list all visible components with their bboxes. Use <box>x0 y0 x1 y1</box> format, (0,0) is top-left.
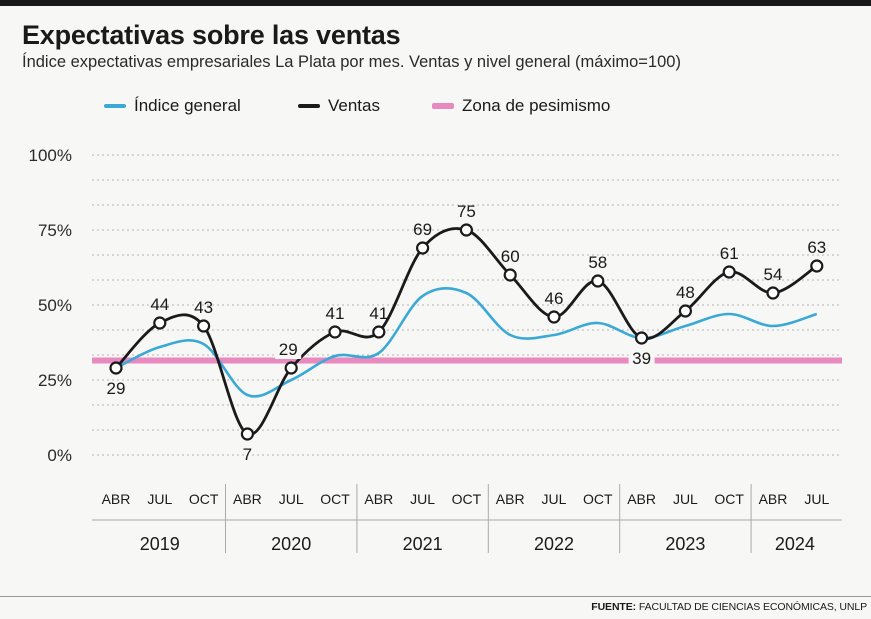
x-tick-label: ABR <box>233 491 262 507</box>
data-label-ventas: 58 <box>588 253 607 272</box>
data-point-ventas <box>766 286 780 300</box>
x-tick-label: JUL <box>542 491 567 507</box>
year-label: 2024 <box>775 534 815 554</box>
data-label-ventas: 29 <box>107 379 126 398</box>
data-point-ventas <box>328 325 342 339</box>
y-tick-label: 0% <box>47 446 72 465</box>
y-axis: 0% 25% 50% 75% 100% <box>29 146 72 465</box>
year-label: 2023 <box>665 534 705 554</box>
data-point-ventas <box>240 427 254 441</box>
data-label-ventas: 54 <box>764 265 783 284</box>
y-tick-label: 50% <box>38 296 72 315</box>
data-point-ventas <box>416 241 430 255</box>
chart-title: Expectativas sobre las ventas <box>22 20 401 50</box>
data-point-ventas <box>722 265 736 279</box>
data-label-bg <box>275 340 302 359</box>
data-point-ventas <box>197 319 211 333</box>
x-tick-label: ABR <box>496 491 525 507</box>
source-note: FUENTE: FACULTAD DE CIENCIAS ECONÓMICAS,… <box>591 601 867 613</box>
chart-subtitle: Índice expectativas empresariales La Pla… <box>22 53 681 71</box>
y-tick-label: 25% <box>38 371 72 390</box>
year-axis: 2019 2020 2021 2022 2023 2024 <box>92 484 842 554</box>
data-point-ventas <box>678 304 693 318</box>
x-tick-label: OCT <box>189 491 219 507</box>
year-label: 2021 <box>403 534 443 554</box>
legend-item-ventas: Ventas <box>298 96 380 116</box>
x-tick-label: OCT <box>714 491 744 507</box>
x-tick-label: OCT <box>583 491 613 507</box>
data-point-ventas <box>591 274 605 288</box>
data-label-ventas: 60 <box>501 247 520 266</box>
data-label-ventas: 41 <box>326 304 345 323</box>
data-label-ventas: 63 <box>807 238 826 257</box>
year-label: 2020 <box>271 534 311 554</box>
legend-label-ventas: Ventas <box>328 96 380 115</box>
x-tick-label: ABR <box>102 491 131 507</box>
data-label-bg <box>628 349 655 368</box>
legend-swatch-indice <box>104 104 126 108</box>
year-label: 2022 <box>534 534 574 554</box>
series-line-ventas <box>114 227 818 436</box>
data-point-ventas <box>634 331 649 345</box>
data-point-ventas <box>547 310 561 324</box>
legend-item-pesimismo: Zona de pesimismo <box>432 96 610 116</box>
x-tick-label: JUL <box>804 491 829 507</box>
x-tick-label: ABR <box>364 491 393 507</box>
x-tick-label: OCT <box>320 491 350 507</box>
data-label-ventas: 29 <box>279 340 298 359</box>
x-tick-label: JUL <box>410 491 435 507</box>
year-label: 2019 <box>140 534 180 554</box>
bottom-rule <box>0 596 871 597</box>
x-axis: ABR JUL OCT ABR JUL OCT ABR JUL OCT ABR JUL OCT ABR J… <box>102 491 830 507</box>
data-point-ventas <box>810 259 824 273</box>
data-point-ventas <box>109 361 123 375</box>
legend-swatch-pesimismo <box>432 103 454 109</box>
y-tick-label: 75% <box>38 221 72 240</box>
data-label-ventas: 7 <box>243 445 252 464</box>
x-tick-label: ABR <box>627 491 656 507</box>
legend-label-pesimismo: Zona de pesimismo <box>462 96 611 115</box>
data-label-ventas: 46 <box>545 289 564 308</box>
data-point-ventas <box>503 268 517 282</box>
x-tick-label: JUL <box>279 491 304 507</box>
line-chart: 0% 25% 50% 75% 100% 29 44 43 7 29 41 41 69 75 60 46 58 39… <box>29 146 842 554</box>
legend-item-indice: Índice general <box>104 96 241 116</box>
ventas-points: 29 44 43 7 29 41 41 69 75 60 46 58 39 48 61 54 63 <box>107 202 827 464</box>
data-label-ventas: 75 <box>457 202 476 221</box>
y-tick-label: 100% <box>29 146 72 165</box>
source-label: FUENTE: <box>591 601 637 613</box>
data-point-ventas <box>153 316 167 330</box>
x-tick-label: OCT <box>452 491 482 507</box>
data-point-ventas <box>459 223 473 237</box>
legend-swatch-ventas <box>298 104 320 108</box>
x-tick-label: JUL <box>673 491 698 507</box>
series-line-indice <box>115 287 818 398</box>
data-label-ventas: 41 <box>369 304 388 323</box>
data-label-ventas: 39 <box>632 349 651 368</box>
x-tick-label: ABR <box>759 491 788 507</box>
data-point-ventas <box>284 361 298 375</box>
data-point-ventas <box>372 325 386 339</box>
top-rule <box>0 0 871 6</box>
data-label-ventas: 43 <box>194 298 213 317</box>
x-tick-label: JUL <box>147 491 172 507</box>
data-label-ventas: 48 <box>676 283 695 302</box>
source-text: FACULTAD DE CIENCIAS ECONÓMICAS, UNLP <box>638 601 867 613</box>
data-label-ventas: 61 <box>720 244 739 263</box>
data-label-ventas: 44 <box>150 295 169 314</box>
data-label-ventas: 69 <box>413 220 432 239</box>
legend-label-indice: Índice general <box>134 96 241 115</box>
gridlines <box>92 154 842 456</box>
